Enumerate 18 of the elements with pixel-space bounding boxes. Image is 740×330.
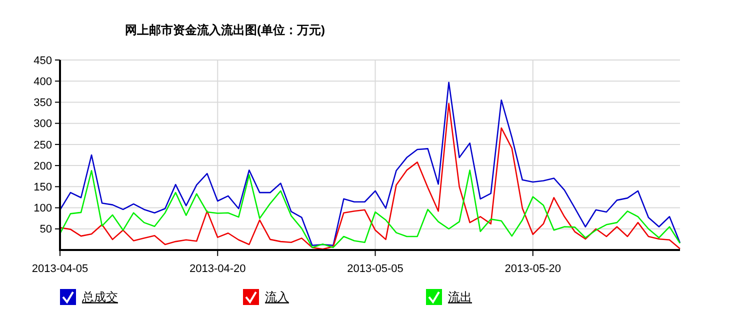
y-tick-label: 150: [34, 182, 52, 194]
line-series: [59, 170, 681, 248]
y-tick-label: 200: [34, 160, 52, 172]
y-tick-label: 300: [34, 118, 52, 130]
x-tick-label: 2013-04-20: [189, 263, 246, 275]
y-tick-label: 50: [40, 224, 52, 236]
chart-title: 网上邮市资金流入流出图(单位：万元): [125, 23, 325, 37]
x-tick-label: 2013-04-05: [32, 263, 88, 275]
x-tick-label: 2013-05-20: [504, 263, 562, 275]
y-tick-label: 250: [34, 139, 52, 152]
legend-label: 总成交: [81, 290, 118, 304]
legend-label: 流入: [265, 290, 289, 304]
y-tick-label: 450: [34, 54, 52, 67]
y-tick-label: 350: [34, 97, 52, 110]
legend-label: 流出: [448, 290, 472, 304]
y-tick-label: 400: [34, 76, 52, 88]
y-tick-label: 100: [34, 202, 52, 215]
x-tick-label: 2013-05-05: [347, 263, 404, 275]
